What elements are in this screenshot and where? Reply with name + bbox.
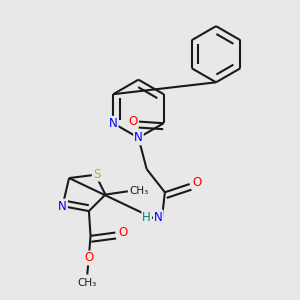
Text: CH₃: CH₃ <box>78 278 97 288</box>
Text: N: N <box>134 131 143 144</box>
Text: N: N <box>109 117 118 130</box>
Text: N: N <box>58 200 67 213</box>
Text: N: N <box>154 211 163 224</box>
Text: O: O <box>118 226 127 239</box>
Text: O: O <box>128 115 137 128</box>
Text: O: O <box>84 251 94 265</box>
Text: O: O <box>192 176 202 189</box>
Text: S: S <box>93 168 100 181</box>
Text: H: H <box>142 211 151 224</box>
Text: CH₃: CH₃ <box>130 186 149 196</box>
